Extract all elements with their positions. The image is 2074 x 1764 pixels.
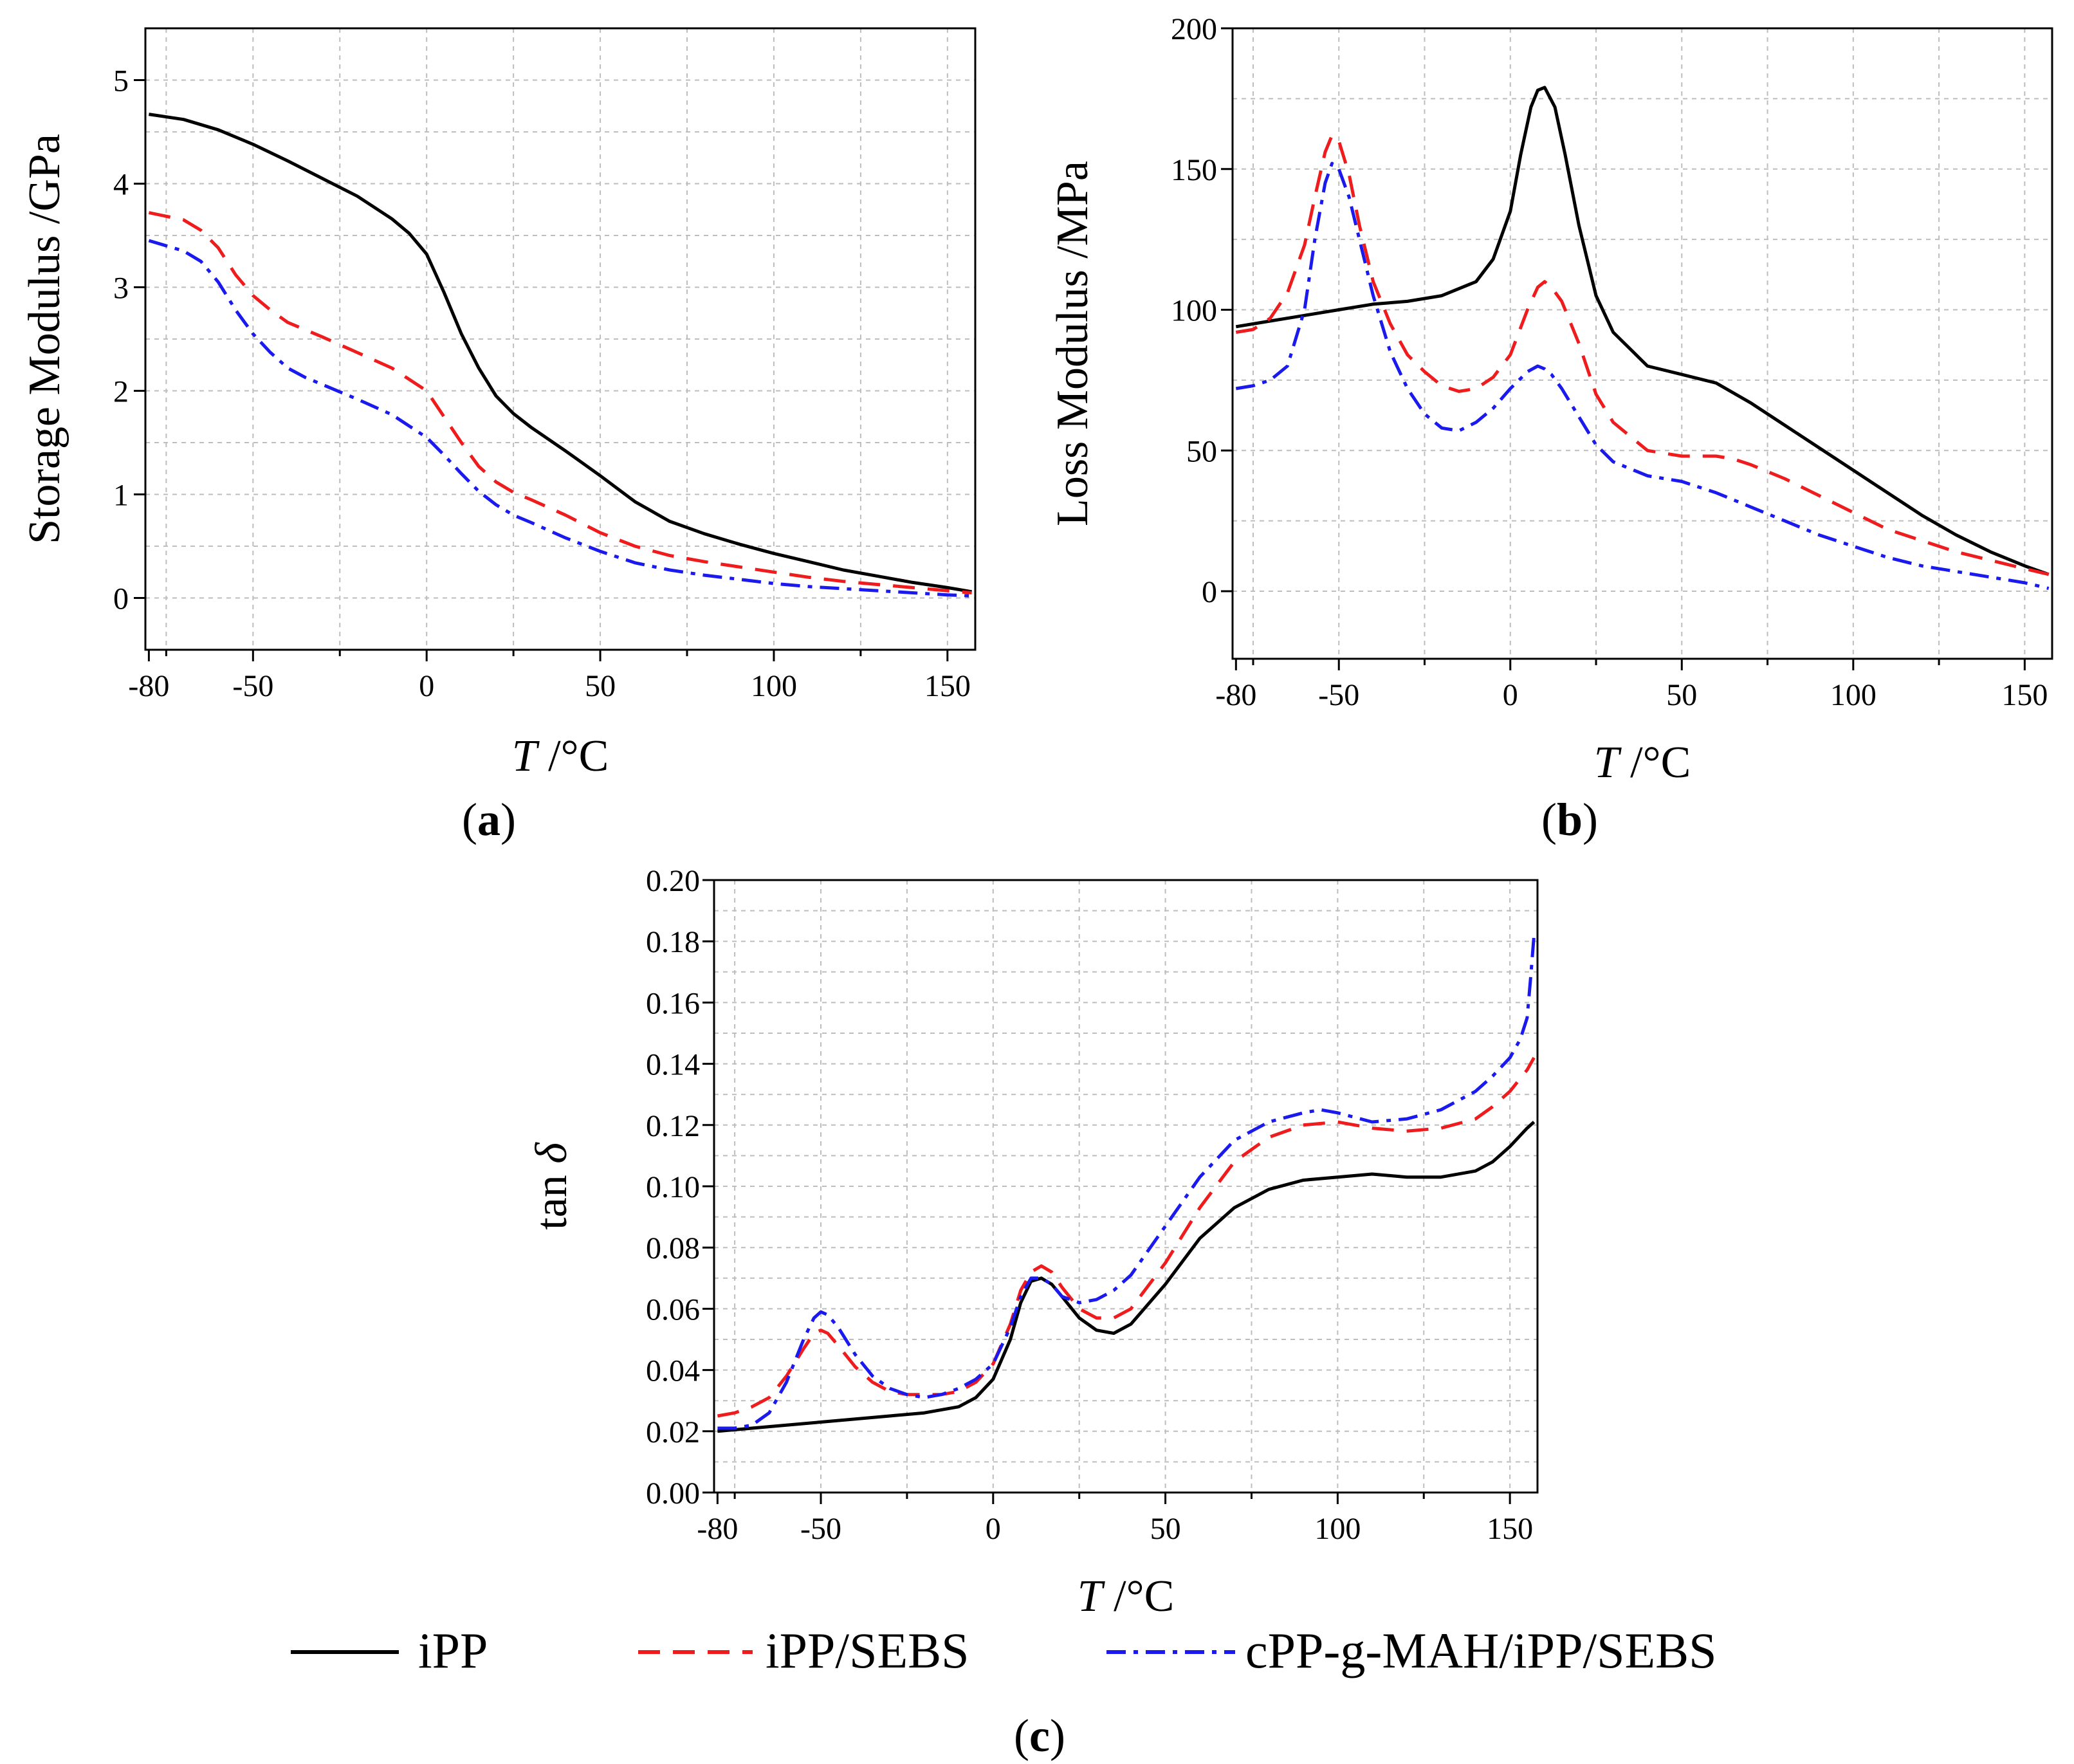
y-axis-label: Storage Modulus /GPa: [20, 134, 69, 544]
legend: iPP iPP/SEBS cPP-g-MAH/iPP/SEBS: [291, 1622, 1717, 1678]
x-tick-label: -50: [1318, 678, 1359, 712]
y-tick-label: 0: [1202, 575, 1217, 609]
x-tick-label: 50: [585, 669, 616, 703]
series-line-cpp-g-mah-ipp-sebs: [717, 935, 1536, 1430]
panel-a-storage-modulus: -80 -50 0 50 100 150 0 1 2 3 4 5 T /°C Storage Modulu…: [20, 27, 977, 845]
series-line-cpp-g-mah-ipp-sebs: [1235, 161, 2050, 591]
y-tick-label: 0.16: [646, 986, 700, 1020]
series-line-ipp: [149, 113, 973, 594]
y-tick-label: 150: [1171, 153, 1217, 187]
series-line-ipp-sebs: [717, 1056, 1536, 1418]
x-axis-label: T /°C: [1594, 738, 1691, 787]
plot-frame: [713, 879, 1539, 1494]
x-tick-label: 50: [1666, 678, 1697, 712]
grid: [145, 28, 975, 650]
x-tick-label: -80: [1215, 678, 1256, 712]
y-tick-label: 0.02: [646, 1415, 700, 1449]
panel-label: (c): [1014, 1710, 1065, 1761]
x-tick-label: -80: [697, 1512, 738, 1546]
legend-label: cPP-g-MAH/iPP/SEBS: [1245, 1622, 1717, 1678]
x-tick-label: -80: [128, 669, 169, 703]
plot-frame: [1231, 27, 2053, 660]
y-tick-label: 3: [113, 271, 129, 306]
x-tick-label: 100: [1830, 678, 1877, 712]
y-tick-label: 0.14: [646, 1048, 700, 1082]
plot-frame: [144, 27, 977, 651]
y-tick-label: 0.08: [646, 1231, 700, 1265]
legend-label: iPP/SEBS: [766, 1622, 969, 1678]
panel-b-loss-modulus: -80 -50 0 50 100 150 0 50 100 150 200 T /°C Loss Mod…: [1048, 12, 2053, 845]
y-tick-label: 0.18: [646, 925, 700, 959]
x-tick-label: 150: [924, 669, 971, 703]
y-tick-label: 0.06: [646, 1292, 700, 1327]
series-line-ipp: [717, 1121, 1536, 1433]
y-axis-label: tan δ: [527, 1142, 576, 1230]
y-tick-label: 100: [1171, 294, 1217, 328]
y-tick-label: 0.20: [646, 864, 700, 898]
x-tick-label: 0: [419, 669, 434, 703]
y-tick-label: 2: [113, 375, 129, 409]
x-axis-label: T /°C: [1078, 1572, 1175, 1621]
panel-label: (a): [462, 794, 516, 845]
y-tick-label: 0: [113, 582, 129, 616]
panel-label: (b): [1541, 794, 1598, 845]
panel-c-tan-delta: -80 -50 0 50 100 150 0.00 0.02 0.04 0.06 0.08 0.10 0…: [527, 864, 1539, 1761]
series-line-ipp: [1235, 86, 2050, 576]
series-line-cpp-g-mah-ipp-sebs: [148, 239, 972, 598]
y-tick-label: 200: [1171, 12, 1217, 46]
y-tick-label: 0.12: [646, 1109, 700, 1143]
grid: [1233, 28, 2052, 659]
x-tick-label: 150: [1487, 1512, 1533, 1546]
y-tick-label: 0.04: [646, 1354, 700, 1388]
series-line-ipp-sebs: [148, 211, 972, 594]
legend-label: iPP: [418, 1622, 488, 1678]
y-tick-label: 4: [113, 168, 129, 202]
x-tick-label: -50: [232, 669, 273, 703]
y-tick-label: 5: [113, 64, 129, 98]
grid: [714, 879, 1537, 1493]
y-tick-label: 0.10: [646, 1170, 700, 1204]
x-tick-label: 100: [751, 669, 797, 703]
x-tick-label: -50: [800, 1512, 841, 1546]
series-line-ipp-sebs: [1235, 133, 2050, 576]
x-tick-label: 0: [1503, 678, 1518, 712]
x-axis-label: T /°C: [512, 731, 609, 781]
y-tick-label: 0.00: [646, 1476, 700, 1511]
x-tick-label: 100: [1314, 1512, 1361, 1546]
y-axis-label: Loss Modulus /MPa: [1048, 161, 1097, 526]
x-tick-label: 150: [2001, 678, 2048, 712]
y-tick-label: 1: [113, 479, 129, 513]
y-tick-label: 50: [1186, 434, 1217, 468]
x-tick-label: 0: [986, 1512, 1001, 1546]
x-tick-label: 50: [1150, 1512, 1181, 1546]
